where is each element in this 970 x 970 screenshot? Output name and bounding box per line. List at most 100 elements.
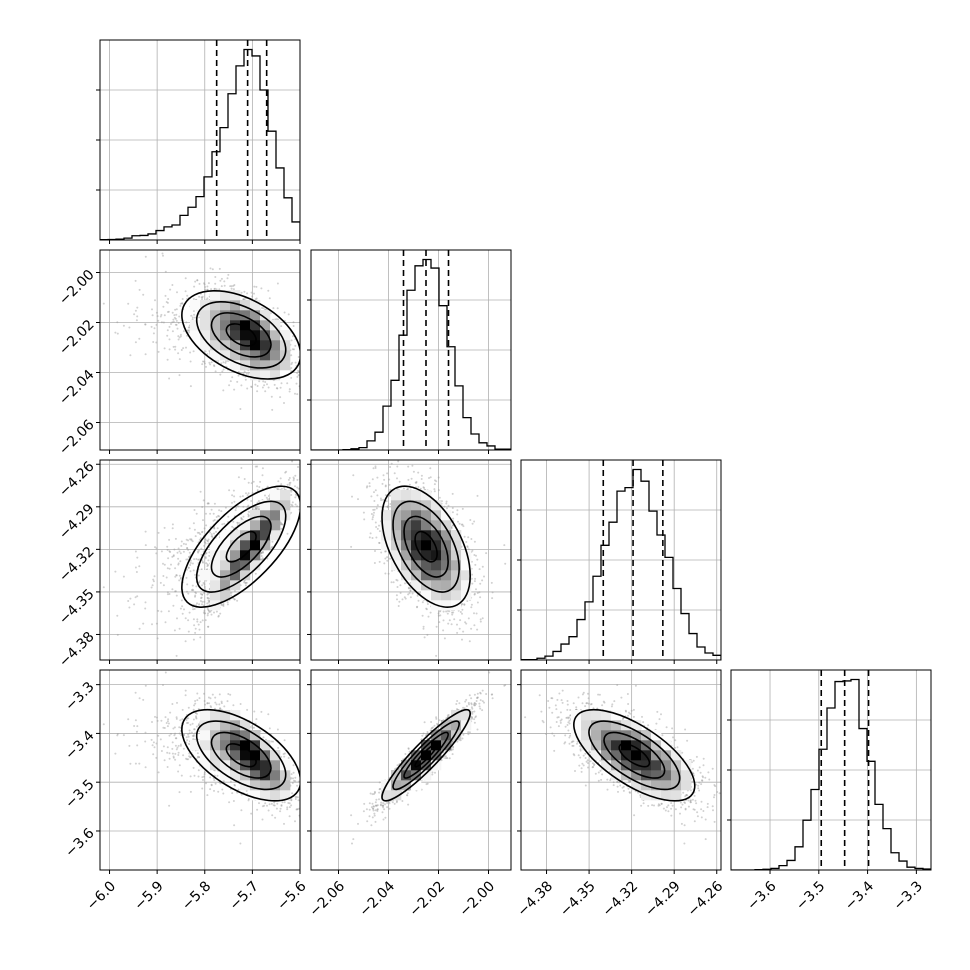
scatter-point xyxy=(204,538,207,540)
scatter-point xyxy=(302,477,304,479)
scatter-point xyxy=(207,599,210,602)
scatter-point xyxy=(152,578,155,581)
scatter-point xyxy=(168,550,171,553)
density-cell xyxy=(220,560,231,571)
scatter-point xyxy=(185,543,187,546)
scatter-point xyxy=(198,295,201,298)
scatter-point xyxy=(411,592,414,595)
scatter-point xyxy=(186,329,189,332)
scatter-point xyxy=(225,360,227,363)
scatter-point xyxy=(396,477,398,480)
scatter-point xyxy=(207,609,210,612)
scatter-point xyxy=(204,286,207,288)
scatter-point xyxy=(202,360,204,363)
scatter-point xyxy=(187,630,190,633)
density-cell xyxy=(250,340,261,351)
scatter-point xyxy=(187,566,190,569)
scatter-point xyxy=(192,618,195,621)
scatter-point xyxy=(175,654,178,657)
scatter-point xyxy=(178,574,181,577)
scatter-point xyxy=(245,581,248,584)
scatter-point xyxy=(396,598,398,601)
panel-frame xyxy=(310,249,512,451)
scatter-point xyxy=(222,368,225,371)
scatter-point xyxy=(191,588,194,591)
scatter-point xyxy=(219,612,222,615)
scatter-point xyxy=(290,490,293,493)
density-cell xyxy=(220,570,231,581)
scatter-point xyxy=(180,544,183,547)
scatter-point xyxy=(250,291,253,294)
scatter-point xyxy=(242,298,245,301)
scatter-point xyxy=(237,505,240,508)
scatter-point xyxy=(175,574,178,577)
scatter-point xyxy=(193,509,196,511)
scatter-point xyxy=(261,467,264,470)
scatter-point xyxy=(245,372,248,375)
scatter-point xyxy=(174,345,177,348)
scatter-point xyxy=(193,285,196,288)
scatter-point xyxy=(259,480,262,483)
scatter-point xyxy=(205,365,207,368)
scatter-panel-0-1: −2.06−2.04−2.02−2.00 xyxy=(56,249,301,459)
scatter-point xyxy=(190,589,193,592)
scatter-point xyxy=(171,321,174,324)
scatter-point xyxy=(470,627,473,630)
scatter-point xyxy=(173,314,176,317)
scatter-point xyxy=(138,288,141,291)
scatter-point xyxy=(286,532,289,535)
scatter-point xyxy=(152,341,155,343)
scatter-point xyxy=(201,584,204,587)
scatter-panel-0-2: −4.38−4.35−4.32−4.29−4.26 xyxy=(56,452,318,670)
scatter-point xyxy=(294,496,297,499)
scatter-point xyxy=(150,325,153,328)
scatter-point xyxy=(192,589,195,592)
scatter-point xyxy=(222,605,225,607)
scatter-point xyxy=(243,290,246,293)
scatter-point xyxy=(200,597,203,600)
scatter-point xyxy=(217,514,220,517)
scatter-point xyxy=(176,291,178,294)
y-tick-label: −2.06 xyxy=(56,417,98,459)
scatter-point xyxy=(199,621,202,624)
scatter-point xyxy=(193,608,196,610)
scatter-point xyxy=(194,594,197,597)
scatter-point xyxy=(204,350,207,353)
panel-frame xyxy=(99,459,301,661)
scatter-point xyxy=(254,383,257,386)
scatter-point xyxy=(156,315,159,318)
scatter-point xyxy=(201,600,204,603)
density-cell xyxy=(220,580,231,591)
density-cell xyxy=(250,350,261,361)
density-cell xyxy=(220,300,231,311)
scatter-point xyxy=(256,489,259,492)
scatter-point xyxy=(301,486,303,488)
scatter-point xyxy=(102,302,105,305)
y-tick-label: −2.02 xyxy=(56,317,98,359)
density-cell xyxy=(230,350,241,361)
histogram-1 xyxy=(311,258,511,450)
scatter-point xyxy=(171,523,174,526)
scatter-point xyxy=(163,314,166,317)
density-cell xyxy=(260,530,271,541)
scatter-point xyxy=(194,631,197,634)
scatter-point xyxy=(247,372,250,375)
scatter-point xyxy=(253,292,255,295)
scatter-point xyxy=(188,527,191,530)
scatter-point xyxy=(479,618,482,621)
scatter-point xyxy=(181,302,184,305)
density-cell xyxy=(210,300,221,311)
scatter-point xyxy=(207,625,210,628)
scatter-point xyxy=(287,478,290,481)
scatter-point xyxy=(185,558,188,561)
density-cell xyxy=(240,310,251,321)
scatter-point xyxy=(232,288,235,291)
scatter-point xyxy=(385,500,388,503)
scatter-point xyxy=(371,478,374,481)
scatter-point xyxy=(206,353,209,355)
scatter-point xyxy=(226,277,229,280)
scatter-point xyxy=(175,308,178,311)
scatter-point xyxy=(191,316,194,319)
scatter-point xyxy=(180,349,183,351)
scatter-point xyxy=(316,452,318,454)
